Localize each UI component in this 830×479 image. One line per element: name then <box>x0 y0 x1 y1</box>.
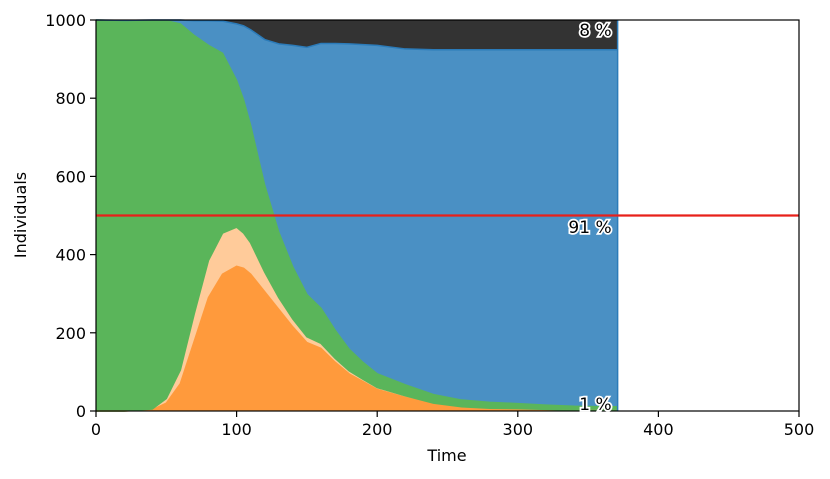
dead-area <box>96 20 618 50</box>
y-tick-label: 200 <box>55 324 86 343</box>
percent-annotation: 1 % <box>579 395 611 415</box>
recovered-area <box>96 20 618 407</box>
x-tick-label: 500 <box>784 420 815 439</box>
exposed-boundary-line <box>96 226 618 412</box>
annotations: 8 % 91 % 1 % <box>567 19 614 417</box>
axes-frame <box>95 19 800 412</box>
percent-annotation: 91 % <box>568 218 611 238</box>
x-tick-label: 200 <box>362 420 393 439</box>
y-tick-label: 1000 <box>45 11 86 30</box>
infected-area <box>96 266 618 411</box>
y-axis-title: Individuals <box>11 172 30 258</box>
exposed-area <box>96 227 618 411</box>
percent-annotation: 8 % <box>579 21 611 41</box>
susceptible-boundary-line <box>95 19 618 408</box>
y-tick-label: 0 <box>76 402 86 421</box>
axis-ticks: 0 100 200 300 400 500 0 200 400 600 800 1000 <box>45 11 814 439</box>
x-tick-label: 0 <box>91 420 101 439</box>
plot-area <box>95 19 799 412</box>
x-tick-label: 400 <box>643 420 674 439</box>
y-tick-label: 600 <box>55 167 86 186</box>
y-tick-label: 800 <box>55 89 86 108</box>
x-axis-title: Time <box>426 446 466 465</box>
axes-border <box>95 19 800 412</box>
x-tick-label: 100 <box>221 420 252 439</box>
y-tick-label: 400 <box>55 246 86 265</box>
x-tick-label: 300 <box>503 420 534 439</box>
susceptible-area <box>96 20 618 411</box>
